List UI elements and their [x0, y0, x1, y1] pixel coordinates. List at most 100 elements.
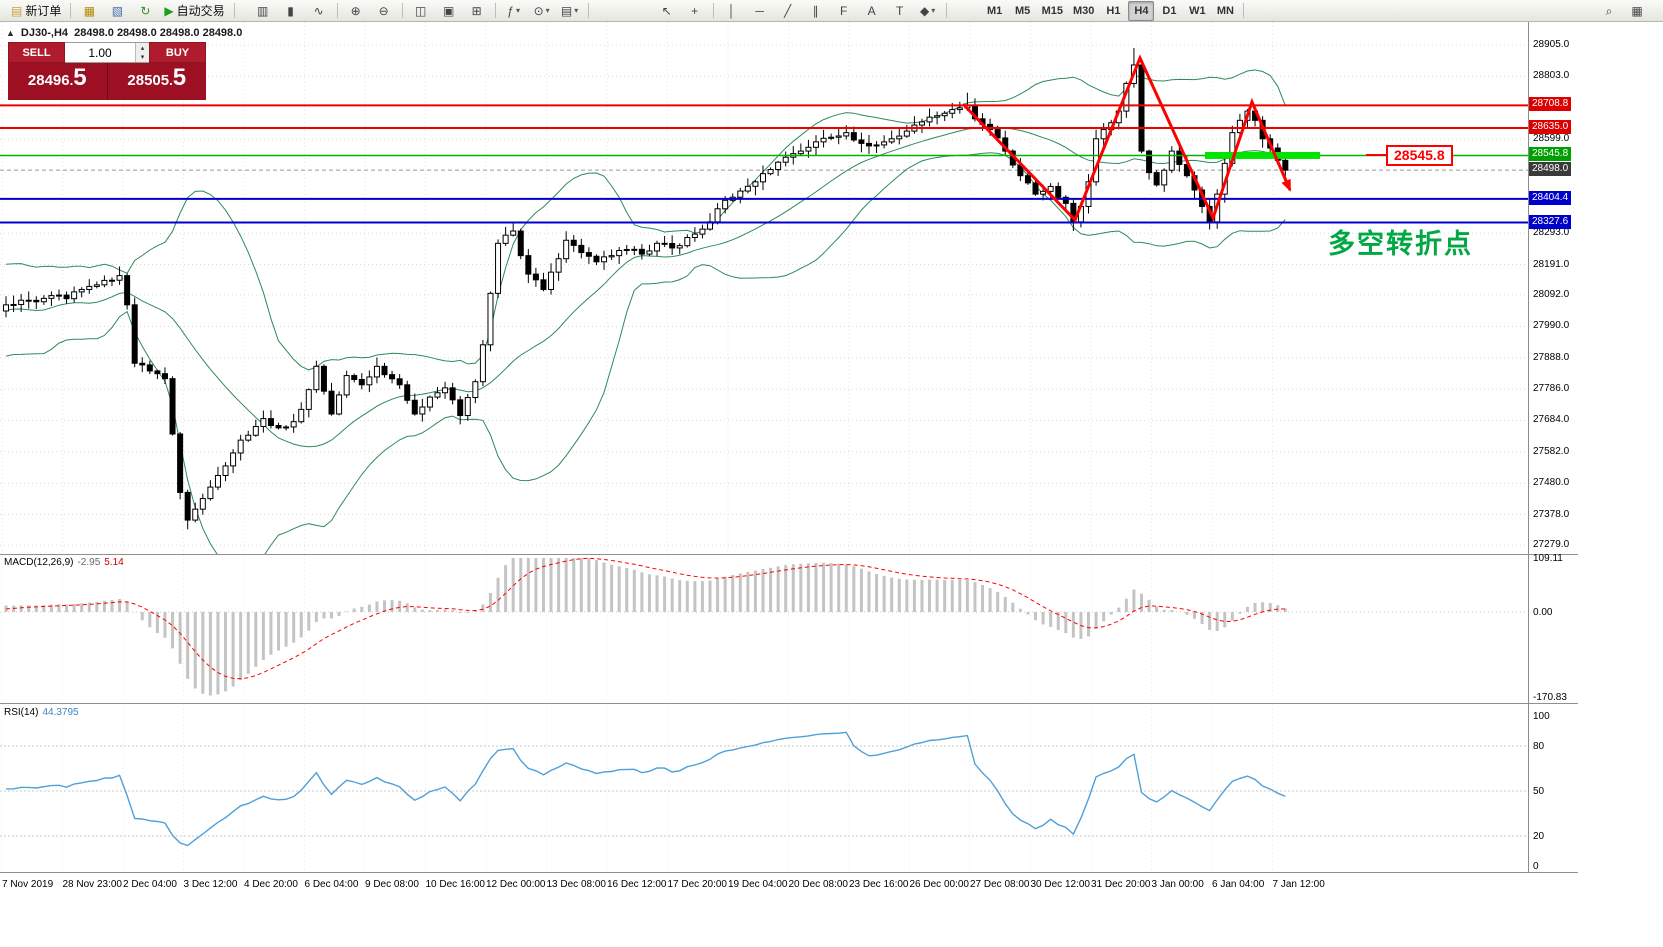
- label-icon[interactable]: T: [895, 3, 904, 18]
- chart-symbol-ohlc: DJ30-,H4 28498.0 28498.0 28498.0 28498.0: [20, 27, 243, 39]
- periods-icon[interactable]: ⊙ ▾: [533, 3, 550, 18]
- time-axis[interactable]: 7 Nov 2019 28 Nov 23:00 2 Dec 04:00 3 Dec 1…: [0, 872, 1578, 899]
- macd-label: MACD(12,26,9) -2.95 5.14: [4, 557, 124, 568]
- grid-toggle-icon[interactable]: ⊞: [471, 3, 482, 18]
- tf-h4-button[interactable]: H4: [1128, 0, 1155, 21]
- profiles-icon[interactable]: ▧: [111, 3, 124, 18]
- price-tag: 28404.4: [1529, 190, 1572, 205]
- refresh-icon[interactable]: ↻: [140, 3, 151, 18]
- toolbar-separator: [587, 3, 589, 18]
- price-tick-label: 28293.0: [1533, 227, 1570, 239]
- buy-button[interactable]: BUY: [149, 42, 206, 63]
- price-tag: 28498.0: [1529, 162, 1572, 177]
- rsi-line: [5, 731, 1286, 847]
- price-tick-label: 27279.0: [1533, 538, 1570, 550]
- macd-panel[interactable]: [0, 555, 1528, 703]
- volume-up-button[interactable]: ▴: [136, 43, 149, 53]
- shapes-icon[interactable]: ◆ ▾: [919, 3, 936, 18]
- auto-arrange-icon[interactable]: ▣: [442, 3, 455, 18]
- candlestick-chart-icon[interactable]: ▮: [287, 3, 294, 18]
- buy-price[interactable]: 28505. 5: [107, 63, 206, 100]
- toolbar-separator: [233, 3, 235, 18]
- zoom-in-icon[interactable]: ⊕: [350, 3, 361, 18]
- tile-windows-icon[interactable]: ◫: [414, 3, 427, 18]
- macd-signal-line: [5, 557, 1286, 680]
- channel-icon[interactable]: ∥: [812, 3, 819, 18]
- turning-point-label[interactable]: 多空转折点: [1328, 229, 1473, 259]
- volume-down-button[interactable]: ▾: [136, 52, 149, 62]
- sell-price[interactable]: 28496. 5: [8, 63, 108, 100]
- volume-field[interactable]: 1.00: [88, 45, 112, 60]
- autotrading-button[interactable]: ▶ 自动交易: [164, 3, 225, 18]
- price-chart[interactable]: [0, 22, 1528, 554]
- price-tick-label: 27378.0: [1533, 508, 1570, 520]
- price-tag: 28545.8: [1529, 147, 1572, 162]
- trend-zigzag-annotation[interactable]: [961, 54, 1292, 223]
- volume-spin-buttons: ▴ ▾: [135, 43, 149, 62]
- rsi-axis-label: 0: [1533, 861, 1539, 872]
- bar-chart-icon[interactable]: ▥: [256, 3, 269, 18]
- text-icon[interactable]: A: [867, 3, 876, 18]
- trendline-icon[interactable]: ╱: [783, 3, 792, 18]
- panel-separator[interactable]: [0, 703, 1578, 704]
- tf-h1-button[interactable]: H1: [1106, 4, 1121, 17]
- vertical-line-icon[interactable]: │: [727, 3, 736, 18]
- toolbar-separator: [1243, 3, 1245, 18]
- horizontal-levels[interactable]: [0, 104, 1528, 224]
- new-order-button[interactable]: ▤ 新订单: [11, 3, 62, 18]
- dropdown-caret-icon: ▾: [931, 6, 936, 15]
- window-layout-icon[interactable]: ▦: [1631, 3, 1643, 18]
- dropdown-caret-icon: ▾: [574, 6, 579, 15]
- price-tick-label: 28191.0: [1533, 258, 1570, 270]
- line-chart-icon[interactable]: ∿: [313, 3, 324, 18]
- support-band-annotation[interactable]: [1205, 151, 1320, 159]
- indicators-icon[interactable]: ƒ ▾: [507, 3, 520, 18]
- time-label: 4 Dec 20:00: [244, 879, 298, 890]
- search-icon[interactable]: ⌕: [1605, 3, 1613, 18]
- horizontal-line-icon[interactable]: ─: [755, 3, 764, 18]
- tf-m1-button[interactable]: M1: [986, 4, 1003, 17]
- rsi-panel[interactable]: [0, 704, 1528, 872]
- rsi-axis-label: 80: [1533, 741, 1545, 752]
- tf-mn-button[interactable]: MN: [1216, 4, 1234, 17]
- price-tick-label: 28599.0: [1533, 133, 1570, 145]
- macd-axis-label: 109.11: [1533, 553, 1563, 564]
- time-label: 6 Jan 04:00: [1212, 879, 1265, 890]
- price-tick-label: 27786.0: [1533, 383, 1570, 395]
- crosshair-icon[interactable]: +: [691, 3, 699, 18]
- time-label: 31 Dec 20:00: [1091, 879, 1151, 890]
- price-tick-label: 28803.0: [1533, 70, 1570, 82]
- tf-m5-button[interactable]: M5: [1014, 4, 1031, 17]
- fibonacci-icon[interactable]: F: [839, 3, 848, 18]
- macd-axis-label: -170.83: [1533, 691, 1567, 703]
- collapse-trade-panel-button[interactable]: ▲: [6, 28, 15, 38]
- cursor-icon[interactable]: ↖: [661, 3, 672, 18]
- rsi-axis: 100 80 50 20 0: [1528, 704, 1661, 872]
- time-label: 23 Dec 16:00: [849, 879, 909, 890]
- new-chart-icon[interactable]: ▦: [83, 3, 96, 18]
- sell-button[interactable]: SELL: [8, 42, 65, 63]
- grid-layer: [0, 22, 1528, 554]
- rsi-axis-label: 20: [1533, 831, 1545, 842]
- price-tick-label: 28092.0: [1533, 288, 1570, 300]
- price-tick-label: 27888.0: [1533, 351, 1570, 363]
- bollinger-bands: [5, 69, 1286, 554]
- time-label: 10 Dec 16:00: [425, 879, 486, 890]
- panel-separator[interactable]: [0, 554, 1578, 555]
- templates-icon[interactable]: ▤ ▾: [560, 3, 579, 18]
- price-callout[interactable]: 28545.8: [1386, 145, 1453, 166]
- time-label: 3 Dec 12:00: [183, 879, 238, 890]
- tf-m15-button[interactable]: M15: [1041, 4, 1064, 17]
- tf-d1-button[interactable]: D1: [1162, 4, 1177, 17]
- zoom-out-icon[interactable]: ⊖: [378, 3, 389, 18]
- price-tick-label: 27582.0: [1533, 445, 1570, 457]
- rsi-axis-label: 50: [1533, 786, 1545, 797]
- tf-m30-button[interactable]: M30: [1073, 4, 1095, 17]
- toolbar-separator: [945, 3, 947, 18]
- tf-w1-button[interactable]: W1: [1189, 4, 1206, 17]
- volume-stepper[interactable]: 1.00 ▴ ▾: [65, 42, 149, 63]
- price-tag: 28327.6: [1529, 214, 1572, 229]
- price-axis[interactable]: 28905.0 28803.0 28599.0 28293.0 28191.0 28092…: [1528, 22, 1661, 872]
- dropdown-caret-icon: ▾: [515, 6, 520, 15]
